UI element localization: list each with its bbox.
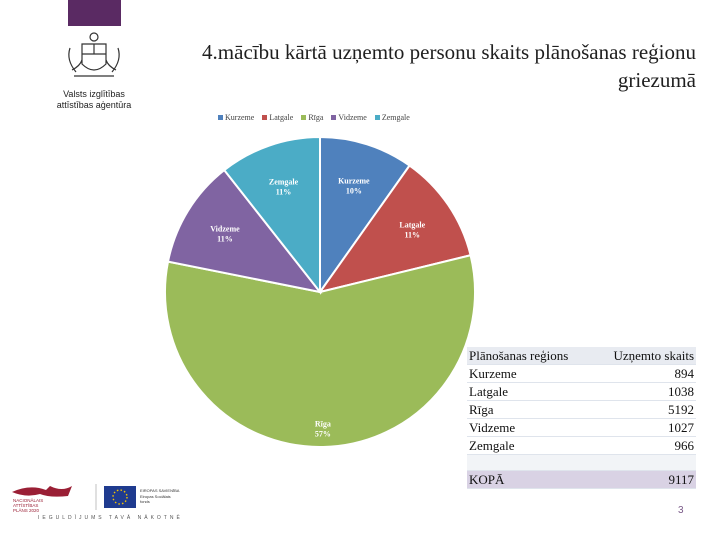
pie-category-label: Rīga xyxy=(315,419,331,428)
legend-item-zemgale: Zemgale xyxy=(374,113,410,122)
pie-category-label: Vidzeme xyxy=(210,225,240,234)
legend-label: Latgale xyxy=(269,113,294,122)
count-cell: 5192 xyxy=(592,400,696,419)
pie-percent-label: 57% xyxy=(315,429,331,438)
pie-percent-label: 10% xyxy=(346,187,362,196)
eu-logo-line: Eiropas Sociālais xyxy=(140,494,171,499)
legend-item-vidzeme: Vidzeme xyxy=(331,113,367,122)
region-cell: Latgale xyxy=(467,382,593,401)
table-spacer-row xyxy=(467,454,696,471)
total-label-cell: KOPĀ xyxy=(467,470,593,489)
count-cell: 894 xyxy=(592,364,696,383)
table-total-row: KOPĀ 9117 xyxy=(467,470,696,489)
legend-item-riga: Rīga xyxy=(301,113,323,122)
legend-label: Rīga xyxy=(308,113,324,122)
pie-slice-vidzeme xyxy=(166,168,323,294)
region-cell: Zemgale xyxy=(467,436,593,455)
total-value-cell: 9117 xyxy=(592,470,696,489)
column-header-region: Plānošanas reģions xyxy=(467,347,593,365)
pie-slice-latgale xyxy=(317,164,472,294)
top-accent-tab xyxy=(68,0,121,26)
legend-label: Zemgale xyxy=(381,113,410,122)
footer-logos: NACIONĀLAIS ATTĪSTĪBAS PLĀNS 2020 EIROPA… xyxy=(12,484,180,513)
legend-label: Vidzeme xyxy=(338,113,367,122)
table-header-row: Plānošanas reģions Uzņemto skaits xyxy=(467,347,696,365)
column-header-count: Uzņemto skaits xyxy=(592,347,696,365)
pie-percent-label: 11% xyxy=(405,230,421,239)
pie-category-label: Kurzeme xyxy=(338,177,370,186)
coat-of-arms-icon xyxy=(68,32,120,77)
count-cell: 1038 xyxy=(592,382,696,401)
legend-label: Kurzeme xyxy=(225,113,255,122)
ndp-logo-line: NACIONĀLAIS xyxy=(13,497,43,503)
table-row: Latgale 1038 xyxy=(467,382,696,401)
agency-name: Valsts izglītības attīstības aģentūra xyxy=(56,89,132,110)
legend-item-latgale: Latgale xyxy=(262,113,293,122)
pie-category-label: Latgale xyxy=(399,220,425,229)
eu-logo-line: fonds xyxy=(140,499,150,504)
data-table: Plānošanas reģions Uzņemto skaits Kurzem… xyxy=(467,347,696,489)
table-row: Vidzeme 1027 xyxy=(467,418,696,437)
region-cell: Rīga xyxy=(467,400,593,419)
region-cell: Kurzeme xyxy=(467,364,593,383)
ndp-logo-line: ATTĪSTĪBAS xyxy=(13,502,38,508)
ndp-logo-line: PLĀNS 2020 xyxy=(13,507,40,513)
legend-item-kurzeme: Kurzeme xyxy=(218,113,254,122)
chart-legend: Kurzeme Latgale Rīga Vidzeme Zemgale xyxy=(218,113,410,122)
page-number: 3 xyxy=(678,505,684,516)
national-development-plan-logo: NACIONĀLAIS ATTĪSTĪBAS PLĀNS 2020 xyxy=(12,486,72,513)
spacer-cell xyxy=(592,454,696,471)
table-row: Rīga 5192 xyxy=(467,400,696,419)
footer-motto: IEGULDĪJUMS TAVĀ NĀKOTNĒ xyxy=(38,515,183,521)
eu-flag-icon xyxy=(104,486,136,508)
spacer-cell xyxy=(467,454,593,471)
slide-title: 4.mācību kārtā uzņemto personu skaits pl… xyxy=(202,40,696,92)
table-row: Zemgale 966 xyxy=(467,436,696,455)
count-cell: 1027 xyxy=(592,418,696,437)
pie-percent-label: 11% xyxy=(276,188,292,197)
pie-percent-label: 11% xyxy=(217,235,233,244)
count-cell: 966 xyxy=(592,436,696,455)
pie-slice-kurzeme xyxy=(319,135,411,296)
table-row: Kurzeme 894 xyxy=(467,364,696,383)
pie-category-label: Zemgale xyxy=(269,178,299,187)
pie-slice-zemgale xyxy=(222,135,321,295)
region-cell: Vidzeme xyxy=(467,418,593,437)
pie-slice-rīga xyxy=(164,254,476,448)
eu-logo-line: EIROPAS SAVIENĪBA xyxy=(140,488,180,493)
